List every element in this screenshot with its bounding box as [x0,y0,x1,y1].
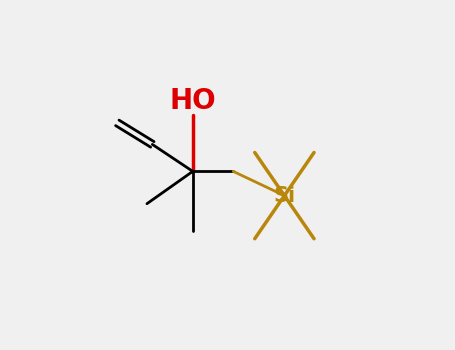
Text: HO: HO [169,87,216,115]
Text: Si: Si [273,186,295,205]
